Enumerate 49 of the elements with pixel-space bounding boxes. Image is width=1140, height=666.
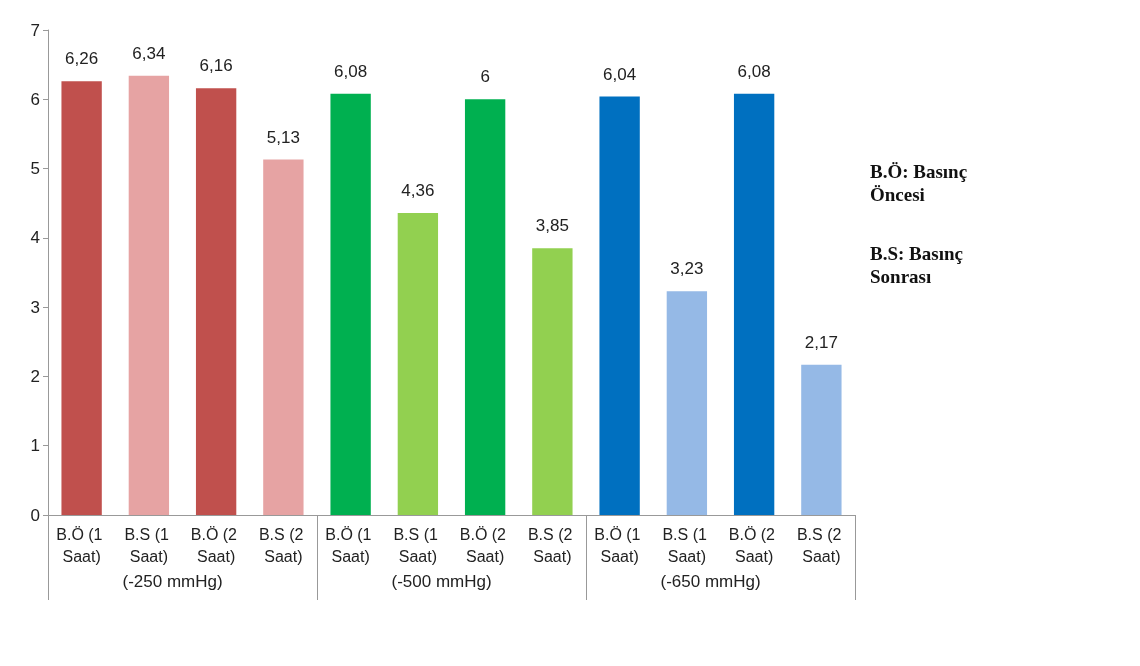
y-tick-label: 4 [30,228,40,248]
bar [666,291,708,515]
x-tick-label: B.S (2 Saat) [796,525,846,565]
bar [801,364,842,515]
data-label: 6,08 [334,61,368,81]
data-label: 6,08 [737,61,771,81]
y-tick-label: 1 [30,436,40,456]
data-label: 6 [480,67,490,87]
x-tick-label: B.S (1 Saat) [393,525,443,565]
bar [263,159,304,515]
bar [464,99,506,515]
y-tick-label: 6 [30,89,40,109]
data-label: 6,16 [199,56,233,76]
x-tick-label: B.Ö (1 Saat) [594,525,645,565]
text: (-650 mmHg) [660,572,761,591]
x-tick-label: B.S (1 Saat) [124,525,174,565]
bar [397,212,439,515]
bar [733,93,775,515]
x-tick-label: B.S (1 Saat) [662,525,712,565]
text: (-500 mmHg) [391,572,492,591]
x-tick-label: B.Ö (1 Saat) [325,525,376,565]
data-label: 6,34 [132,43,166,63]
y-tick-label: 0 [30,505,40,525]
y-tick-label: 7 [30,20,40,40]
x-tick-label: B.S (2 Saat) [258,525,308,565]
x-tick-label: B.S (2 Saat) [527,525,577,565]
data-label: 2,17 [804,332,838,352]
bar [532,248,573,515]
text: (-250 mmHg) [122,572,223,591]
data-label: 4,36 [401,180,435,200]
x-tick-label: B.Ö (1 Saat) [56,525,107,565]
bar [330,93,371,515]
x-tick-label: B.Ö (2 Saat) [190,525,242,565]
text: B.Ö: Basınç Öncesi [870,161,972,205]
bar [128,75,170,515]
bar [195,88,237,515]
y-tick-label: 2 [30,366,40,386]
data-label: 3,85 [535,216,569,236]
bar [599,96,640,515]
x-tick-label: B.Ö (2 Saat) [728,525,780,565]
data-label: 3,23 [670,259,704,279]
bar [61,81,102,515]
data-label: 6,04 [603,64,637,84]
x-tick-label: B.Ö (2 Saat) [459,525,511,565]
text: B.S: Basınç Sonrası [870,243,968,287]
y-tick-label: 5 [30,159,40,179]
y-tick-label: 3 [30,297,40,317]
data-label: 6,26 [65,49,99,69]
data-label: 5,13 [266,127,300,147]
